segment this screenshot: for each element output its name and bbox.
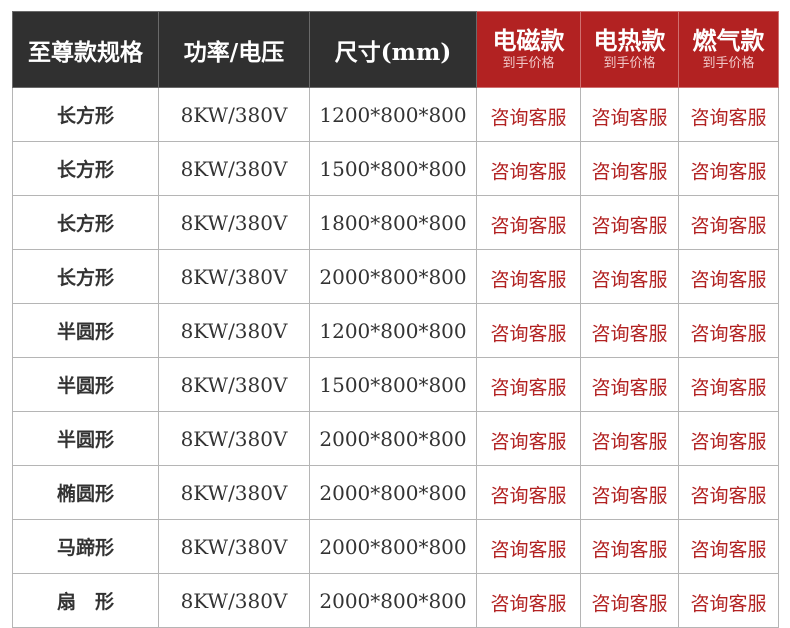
price-gas-cell: 咨询客服 [678,303,779,358]
table-row: 半圆形 8KW/380V 2000*800*800 咨询客服 咨询客服 咨询客服 [12,411,779,466]
price-induction-cell: 咨询客服 [476,87,581,142]
size-cell: 2000*800*800 [309,249,477,304]
price-electric-cell: 咨询客服 [580,411,679,466]
power-cell: 8KW/380V [158,411,310,466]
power-cell: 8KW/380V [158,87,310,142]
table-row: 椭圆形 8KW/380V 2000*800*800 咨询客服 咨询客服 咨询客服 [12,465,779,520]
shape-cell: 半圆形 [12,303,159,358]
price-induction-cell: 咨询客服 [476,465,581,520]
power-cell: 8KW/380V [158,141,310,196]
price-electric-cell: 咨询客服 [580,573,679,628]
price-induction-cell: 咨询客服 [476,519,581,574]
size-cell: 1500*800*800 [309,141,477,196]
power-cell: 8KW/380V [158,519,310,574]
price-induction-cell: 咨询客服 [476,573,581,628]
size-cell: 2000*800*800 [309,411,477,466]
price-gas-cell: 咨询客服 [678,195,779,250]
power-cell: 8KW/380V [158,357,310,412]
price-electric-cell: 咨询客服 [580,249,679,304]
header-induction-label: 电磁款 [492,25,565,55]
price-electric-cell: 咨询客服 [580,195,679,250]
price-gas-cell: 咨询客服 [678,249,779,304]
size-cell: 1200*800*800 [309,87,477,142]
price-induction-cell: 咨询客服 [476,411,581,466]
table-row: 半圆形 8KW/380V 1500*800*800 咨询客服 咨询客服 咨询客服 [12,357,779,412]
header-electric-sub: 到手价格 [603,56,656,72]
price-gas-cell: 咨询客服 [678,573,779,628]
price-induction-cell: 咨询客服 [476,249,581,304]
header-spec: 至尊款规格 [12,11,159,88]
table-row: 扇 形 8KW/380V 2000*800*800 咨询客服 咨询客服 咨询客服 [12,573,779,628]
power-cell: 8KW/380V [158,573,310,628]
header-induction: 电磁款 到手价格 [476,11,581,88]
price-electric-cell: 咨询客服 [580,519,679,574]
header-electric-label: 电热款 [593,25,666,55]
table-row: 马蹄形 8KW/380V 2000*800*800 咨询客服 咨询客服 咨询客服 [12,519,779,574]
header-electric: 电热款 到手价格 [580,11,679,88]
size-cell: 2000*800*800 [309,573,477,628]
shape-cell: 扇 形 [12,573,159,628]
price-gas-cell: 咨询客服 [678,141,779,196]
header-size: 尺寸(mm) [309,11,477,88]
header-power: 功率/电压 [158,11,310,88]
price-electric-cell: 咨询客服 [580,303,679,358]
table-header-row: 至尊款规格 功率/电压 尺寸(mm) 电磁款 到手价格 电热款 到手价格 燃气款 到手… [12,11,779,88]
shape-cell: 长方形 [12,249,159,304]
price-gas-cell: 咨询客服 [678,357,779,412]
header-gas: 燃气款 到手价格 [678,11,779,88]
power-cell: 8KW/380V [158,249,310,304]
shape-cell: 椭圆形 [12,465,159,520]
size-cell: 1800*800*800 [309,195,477,250]
size-cell: 1200*800*800 [309,303,477,358]
price-induction-cell: 咨询客服 [476,303,581,358]
price-gas-cell: 咨询客服 [678,87,779,142]
power-cell: 8KW/380V [158,465,310,520]
size-cell: 1500*800*800 [309,357,477,412]
table-row: 长方形 8KW/380V 1500*800*800 咨询客服 咨询客服 咨询客服 [12,141,779,196]
table-row: 长方形 8KW/380V 1200*800*800 咨询客服 咨询客服 咨询客服 [12,87,779,142]
shape-cell: 长方形 [12,195,159,250]
table-row: 半圆形 8KW/380V 1200*800*800 咨询客服 咨询客服 咨询客服 [12,303,779,358]
shape-cell: 半圆形 [12,357,159,412]
price-electric-cell: 咨询客服 [580,141,679,196]
power-cell: 8KW/380V [158,195,310,250]
spec-price-table: 至尊款规格 功率/电压 尺寸(mm) 电磁款 到手价格 电热款 到手价格 燃气款 到手… [12,11,779,628]
table-row: 长方形 8KW/380V 1800*800*800 咨询客服 咨询客服 咨询客服 [12,195,779,250]
header-induction-sub: 到手价格 [502,56,555,72]
price-induction-cell: 咨询客服 [476,357,581,412]
shape-cell: 马蹄形 [12,519,159,574]
price-gas-cell: 咨询客服 [678,411,779,466]
price-induction-cell: 咨询客服 [476,141,581,196]
header-gas-sub: 到手价格 [702,56,755,72]
table-row: 长方形 8KW/380V 2000*800*800 咨询客服 咨询客服 咨询客服 [12,249,779,304]
shape-cell: 长方形 [12,141,159,196]
shape-cell: 长方形 [12,87,159,142]
price-electric-cell: 咨询客服 [580,87,679,142]
price-gas-cell: 咨询客服 [678,465,779,520]
power-cell: 8KW/380V [158,303,310,358]
price-electric-cell: 咨询客服 [580,465,679,520]
price-electric-cell: 咨询客服 [580,357,679,412]
price-induction-cell: 咨询客服 [476,195,581,250]
header-gas-label: 燃气款 [692,25,765,55]
size-cell: 2000*800*800 [309,519,477,574]
shape-cell: 半圆形 [12,411,159,466]
price-gas-cell: 咨询客服 [678,519,779,574]
size-cell: 2000*800*800 [309,465,477,520]
